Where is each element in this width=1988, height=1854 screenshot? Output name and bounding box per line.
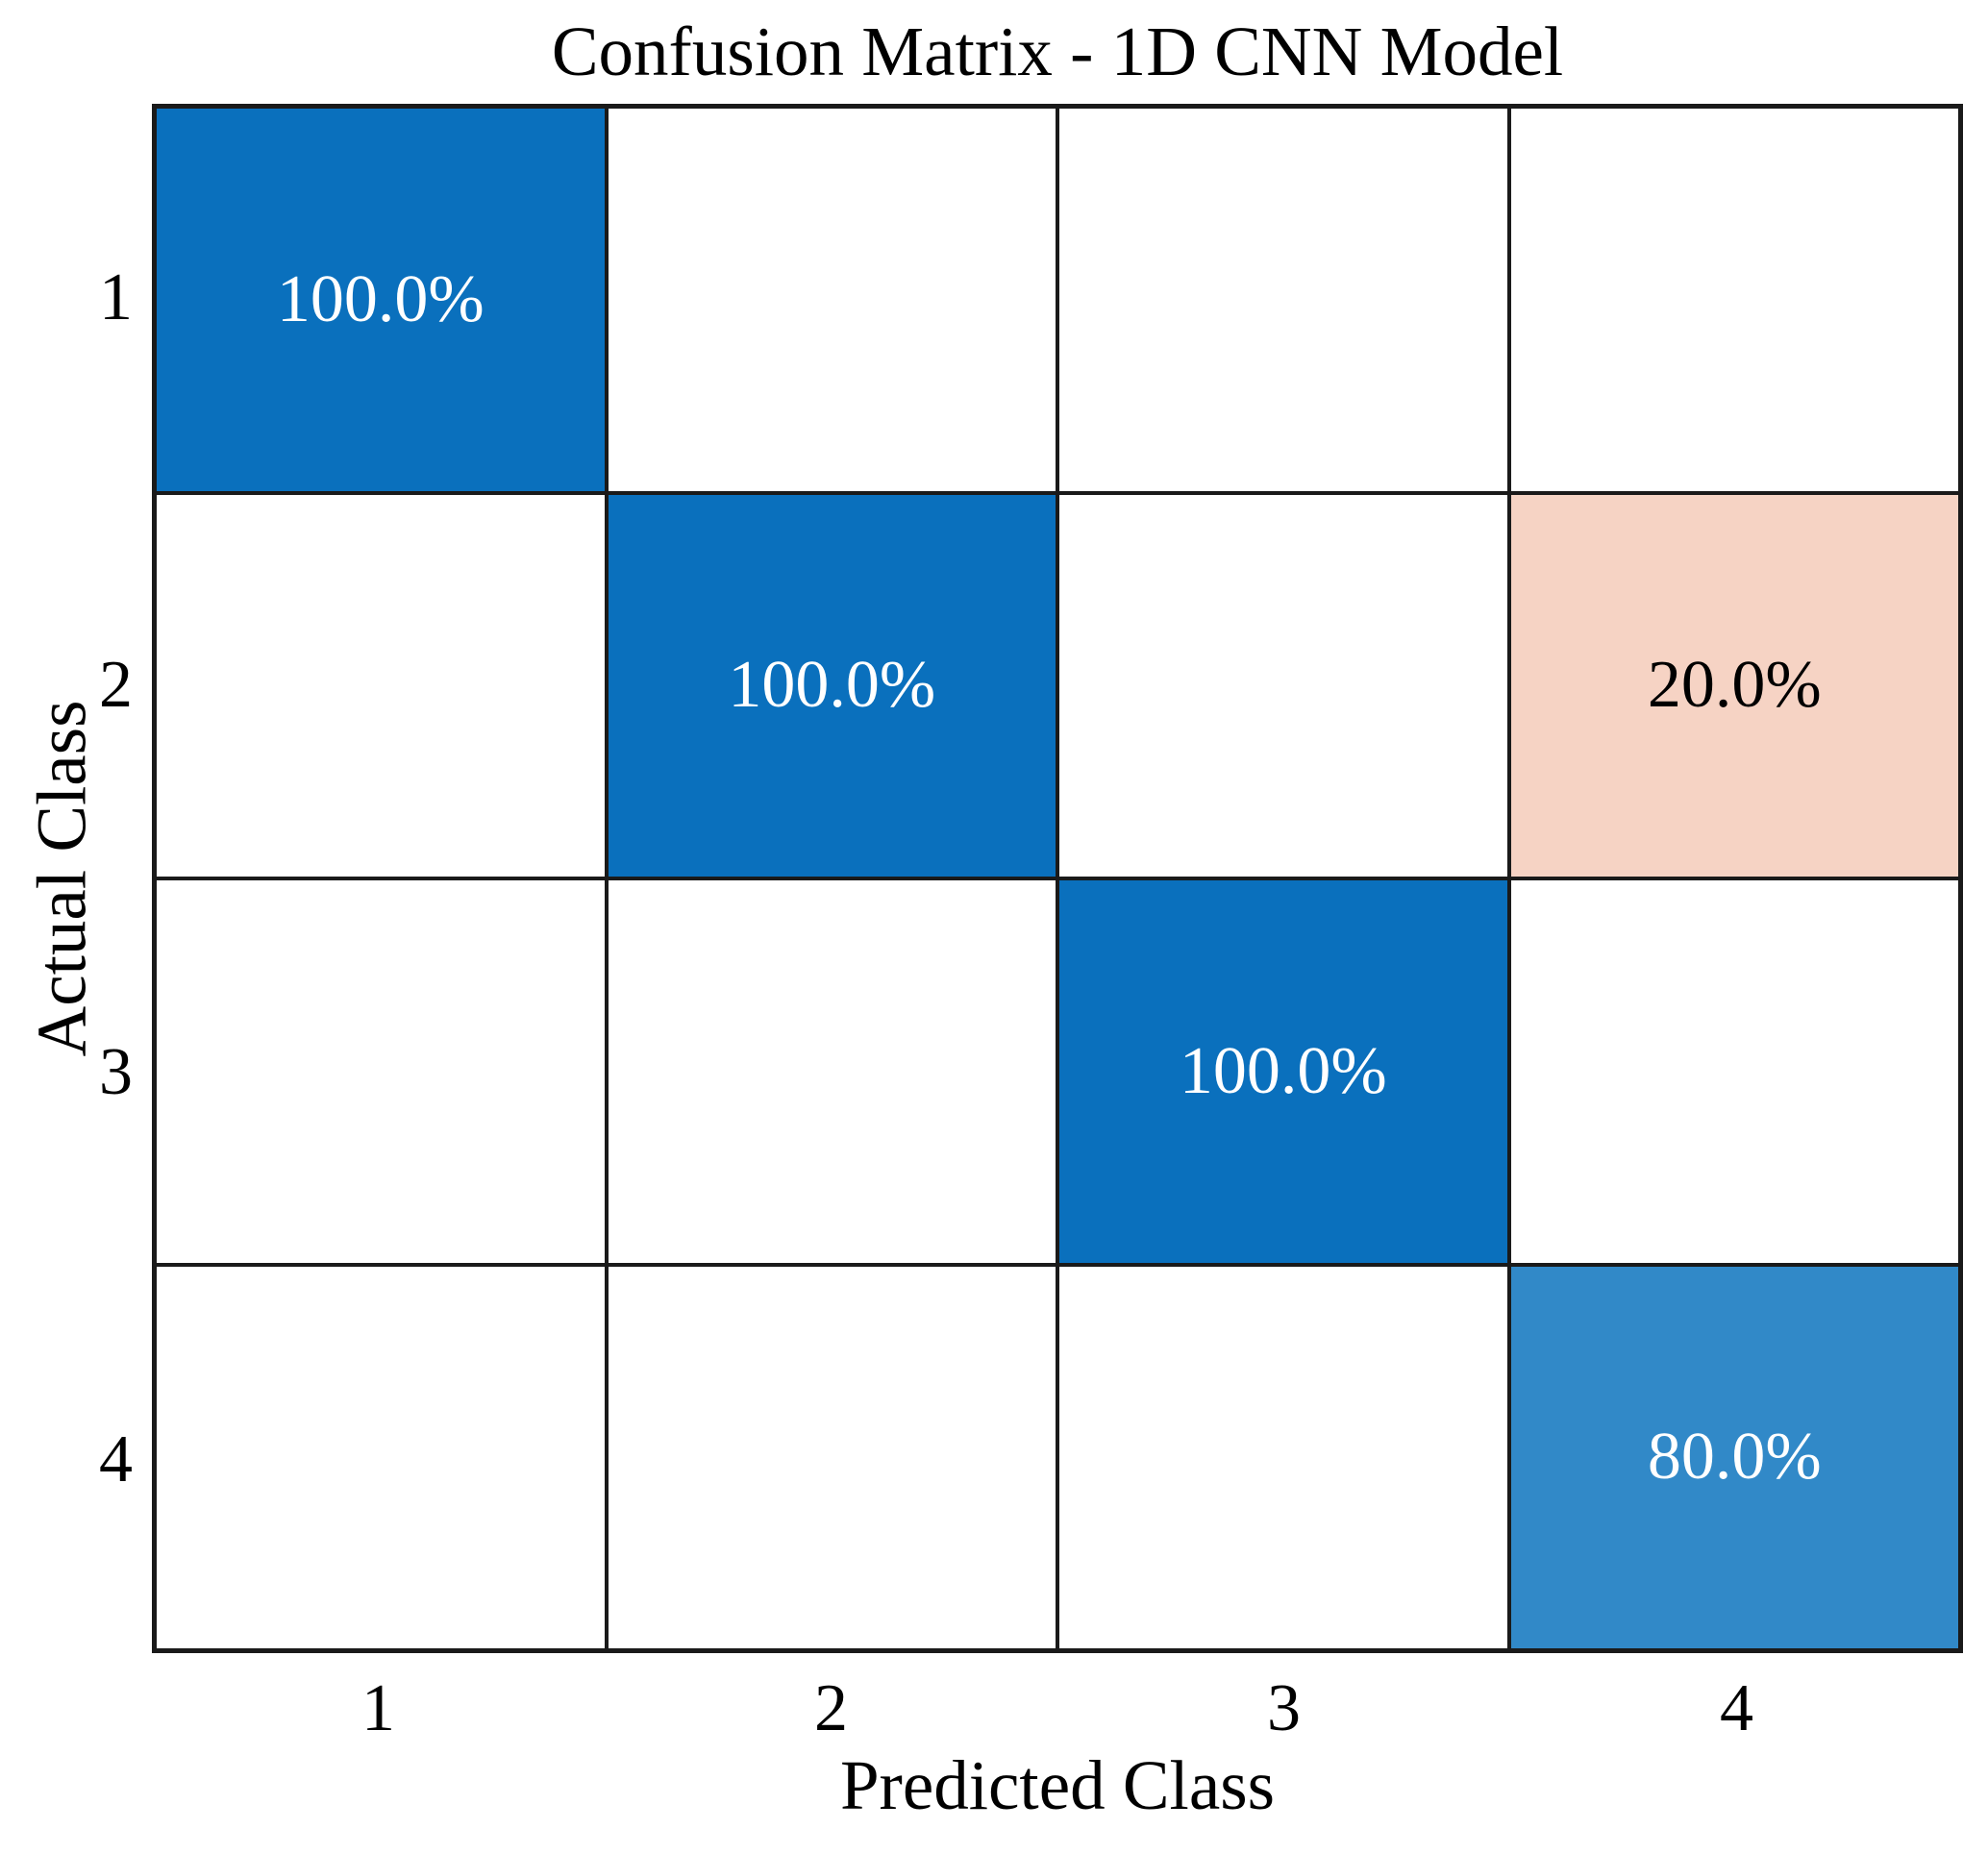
x-tick-3: 3 (1267, 1671, 1301, 1745)
matrix-cell-r2c4: 20.0% (1510, 494, 1958, 877)
chart-title: Confusion Matrix - 1D CNN Model (551, 12, 1564, 90)
matrix-cell-r1c2 (608, 109, 1056, 491)
matrix-cell-r4c1 (157, 1266, 605, 1648)
x-axis-title: Predicted Class (839, 1746, 1276, 1824)
matrix-cell-r4c4: 80.0% (1510, 1266, 1958, 1648)
y-axis-tick-labels: 1 2 3 4 (0, 104, 133, 1653)
x-tick-4: 4 (1720, 1671, 1753, 1745)
y-tick-4: 4 (99, 1421, 133, 1496)
matrix-cell-r3c3: 100.0% (1059, 880, 1507, 1263)
x-tick-1: 1 (361, 1671, 395, 1745)
x-tick-2: 2 (814, 1671, 848, 1745)
matrix-cell-r4c3 (1059, 1266, 1507, 1648)
y-tick-3: 3 (99, 1034, 133, 1109)
matrix-cell-r2c2: 100.0% (608, 494, 1056, 877)
matrix-cell-r1c4 (1510, 109, 1958, 491)
y-tick-1: 1 (99, 260, 133, 334)
matrix-cell-r2c1 (157, 494, 605, 877)
matrix-cell-r4c2 (608, 1266, 1056, 1648)
matrix-grid: 100.0% 100.0% 20.0% 100.0% 80.0% (152, 104, 1963, 1653)
y-tick-2: 2 (99, 647, 133, 722)
matrix-cell-r3c2 (608, 880, 1056, 1263)
matrix-cell-r1c1: 100.0% (157, 109, 605, 491)
matrix-cell-r3c1 (157, 880, 605, 1263)
matrix-cell-r2c3 (1059, 494, 1507, 877)
matrix-cell-r1c3 (1059, 109, 1507, 491)
matrix-cell-r3c4 (1510, 880, 1958, 1263)
